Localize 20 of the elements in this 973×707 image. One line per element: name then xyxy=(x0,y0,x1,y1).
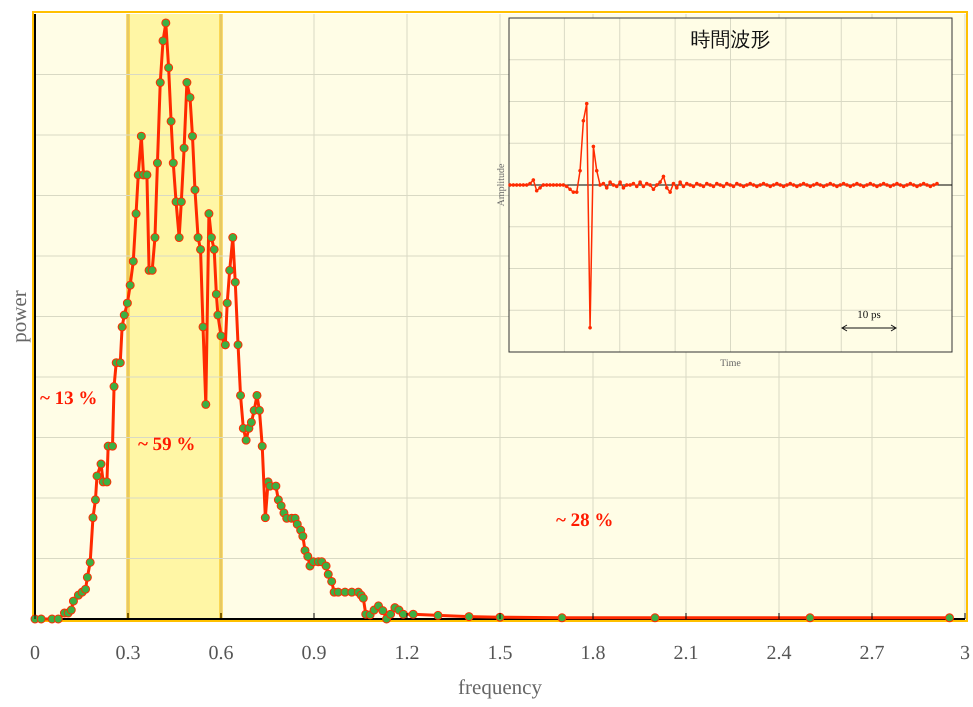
x-tick-label: 0.3 xyxy=(116,642,140,664)
annotation: 10 ps xyxy=(857,309,881,321)
x-tick-label: 0.9 xyxy=(302,642,326,664)
y-axis-title: power xyxy=(7,290,31,343)
x-tick-label: 0.6 xyxy=(208,642,234,664)
x-axis-title: Time xyxy=(720,358,742,369)
annotation: ~ 13 % xyxy=(40,388,98,409)
x-tick-label: 1.8 xyxy=(580,642,606,664)
x-tick-label: 2.1 xyxy=(674,642,698,664)
x-tick-label: 0 xyxy=(30,642,40,664)
x-tick-label: 3 xyxy=(960,642,970,664)
x-tick-label: 1.2 xyxy=(394,642,420,664)
chart-title: 時間波形 xyxy=(690,27,770,51)
x-tick-label: 2.7 xyxy=(860,642,884,664)
x-axis-title: frequency xyxy=(458,675,542,699)
y-axis-title: Amplitude xyxy=(496,163,507,206)
x-tick-label: 1.5 xyxy=(488,642,512,664)
x-tick-label: 2.4 xyxy=(766,642,792,664)
annotation: ~ 28 % xyxy=(556,510,614,531)
annotation: ~ 59 % xyxy=(138,434,196,455)
